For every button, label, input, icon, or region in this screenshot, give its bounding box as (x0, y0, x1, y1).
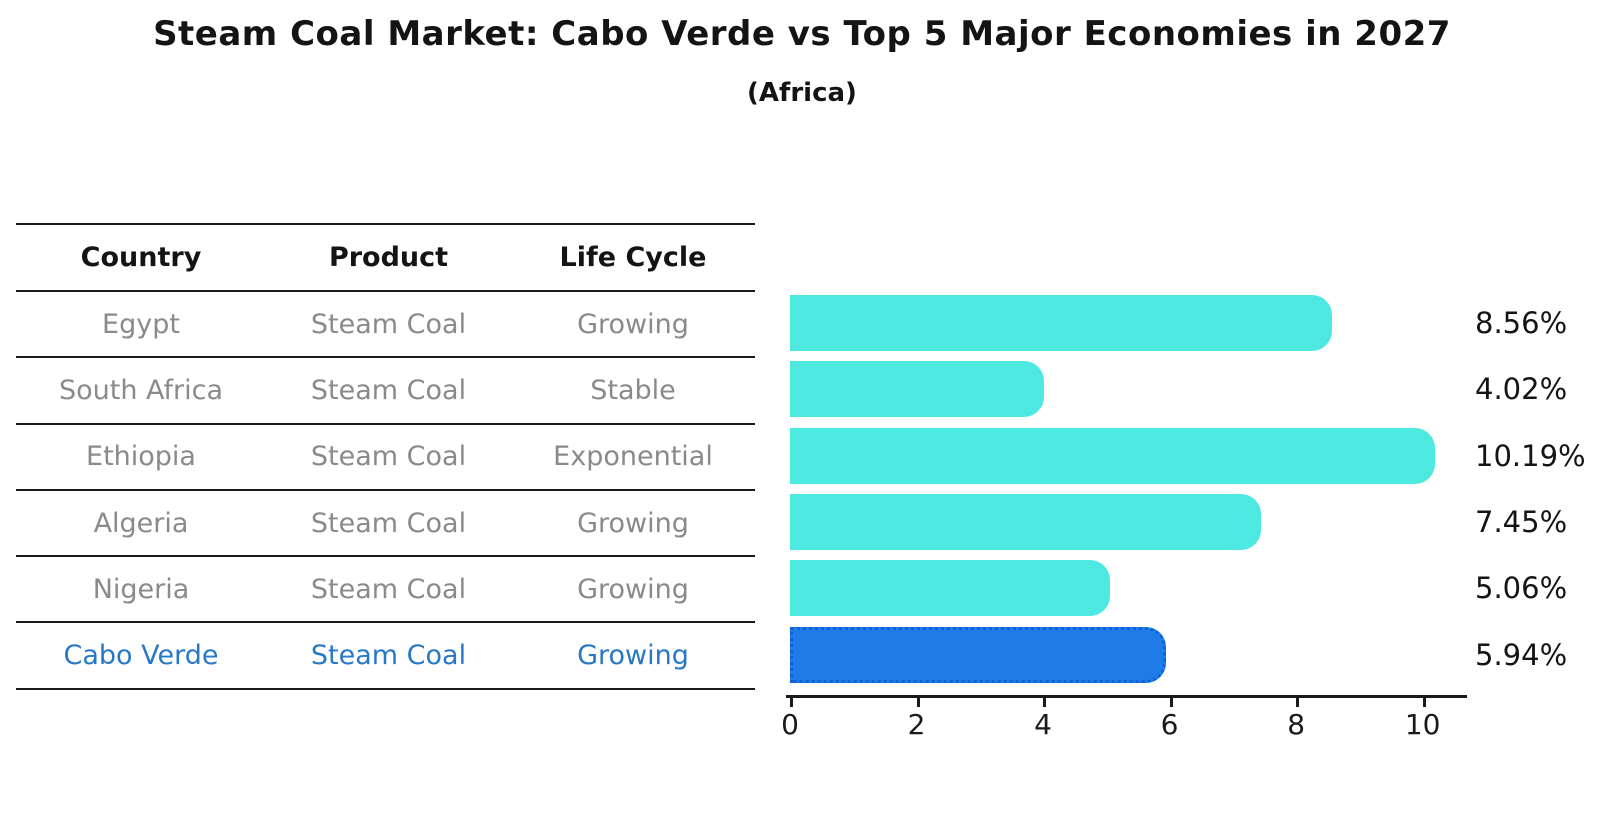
cell-country: Nigeria (92, 573, 190, 605)
bar-row (790, 489, 1467, 555)
cell-country: Ethiopia (86, 441, 196, 473)
bar-highlight (790, 626, 1166, 683)
x-axis-line (786, 695, 1467, 698)
cell-product: Steam Coal (310, 640, 467, 672)
table-row: Ethiopia Steam Coal Exponential (16, 425, 755, 491)
x-tick-mark (1169, 698, 1173, 707)
value-label: 10.19% (1475, 438, 1586, 473)
bar-row (790, 423, 1467, 489)
table-row: Egypt Steam Coal Growing (16, 292, 755, 359)
cell-product: Steam Coal (310, 308, 467, 340)
bar (790, 560, 1111, 617)
x-tick-label: 10 (1404, 708, 1441, 741)
x-tick-label: 0 (781, 708, 799, 741)
cell-country: Egypt (102, 308, 180, 340)
chart-subtitle: (Africa) (747, 78, 857, 108)
cell-product: Steam Coal (310, 507, 467, 539)
table-row: Algeria Steam Coal Growing (16, 491, 755, 558)
cell-life-cycle: Growing (577, 640, 689, 672)
cell-life-cycle: Growing (577, 308, 689, 340)
country-table: Country Product Life Cycle Egypt Steam C… (16, 223, 755, 690)
bar (790, 493, 1262, 550)
bar-plot-area (790, 290, 1467, 688)
x-tick-mark (916, 698, 920, 707)
cell-product: Steam Coal (310, 374, 467, 406)
cell-life-cycle: Growing (577, 507, 689, 539)
header-product: Product (328, 242, 449, 273)
x-tick-label: 4 (1034, 708, 1052, 741)
cell-product: Steam Coal (310, 573, 467, 605)
x-tick-mark (1422, 698, 1426, 707)
x-tick-mark (790, 698, 793, 707)
x-tick-label: 2 (907, 708, 926, 741)
cell-life-cycle: Growing (577, 573, 689, 605)
bar (790, 295, 1332, 351)
header-life-cycle: Life Cycle (559, 242, 707, 273)
cell-product: Steam Coal (310, 441, 467, 473)
cell-country: Algeria (93, 507, 189, 539)
bar-row (790, 622, 1467, 688)
cell-life-cycle: Stable (590, 374, 676, 406)
x-tick-mark (1043, 698, 1047, 707)
bar-row (790, 555, 1467, 621)
cell-country: South Africa (58, 374, 224, 406)
bar-row (790, 290, 1467, 356)
header-country: Country (80, 242, 202, 273)
cell-country: Cabo Verde (63, 640, 219, 672)
x-tick-label: 8 (1287, 708, 1306, 741)
x-tick-mark (1296, 698, 1300, 707)
bar (790, 427, 1435, 484)
cell-life-cycle: Exponential (553, 441, 713, 473)
bar (790, 361, 1045, 418)
chart-title: Steam Coal Market: Cabo Verde vs Top 5 M… (153, 14, 1451, 54)
bar-row (790, 356, 1467, 422)
x-tick-label: 6 (1160, 708, 1179, 741)
table-row: Nigeria Steam Coal Growing (16, 557, 755, 624)
value-label: 4.02% (1475, 372, 1568, 407)
value-label: 5.94% (1475, 637, 1568, 672)
value-label: 5.06% (1475, 571, 1568, 606)
table-row: South Africa Steam Coal Stable (16, 358, 755, 425)
value-label: 7.45% (1475, 504, 1568, 539)
value-label: 8.56% (1475, 306, 1568, 340)
table-row-highlight: Cabo Verde Steam Coal Growing (16, 623, 755, 690)
table-header-row: Country Product Life Cycle (16, 223, 755, 292)
